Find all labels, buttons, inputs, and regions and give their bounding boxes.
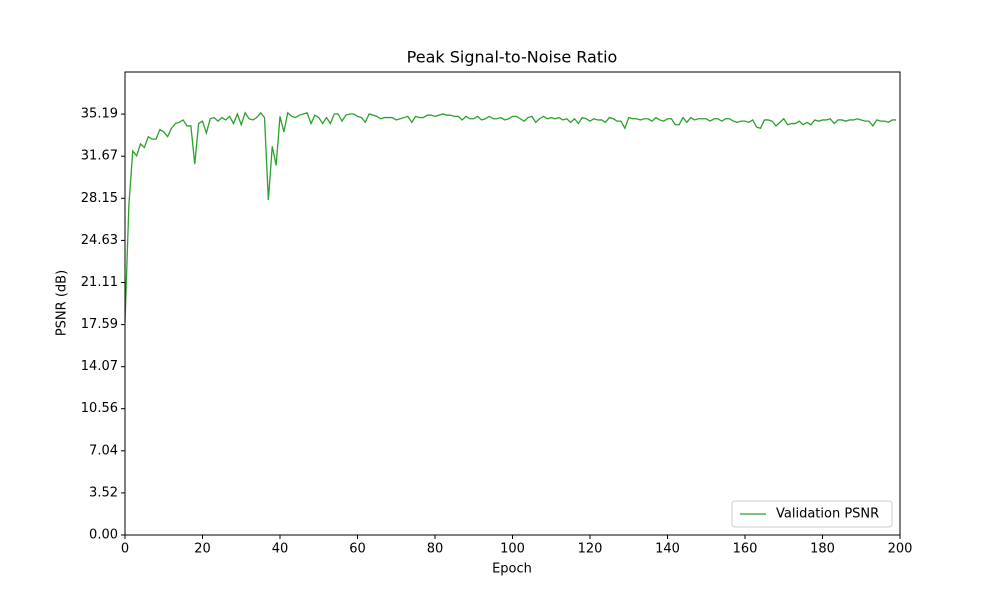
x-tick-label: 40: [272, 542, 289, 557]
x-tick-label: 140: [655, 542, 680, 557]
y-tick-label: 21.11: [81, 275, 118, 290]
y-tick-label: 17.59: [81, 317, 118, 332]
y-tick-label: 14.07: [81, 359, 118, 374]
x-tick-label: 80: [427, 542, 444, 557]
y-tick-label: 3.52: [89, 485, 118, 500]
plot-frame: [124, 71, 901, 536]
x-tick-label: 160: [733, 542, 758, 557]
y-tick-label: 35.19: [81, 107, 118, 122]
data-line: [124, 111, 897, 323]
legend-box: [731, 500, 893, 528]
y-tick-label: 10.56: [81, 401, 118, 416]
x-tick-label: 100: [500, 542, 525, 557]
legend-label: Validation PSNR: [776, 507, 879, 522]
y-tick-label: 28.15: [81, 191, 118, 206]
chart-title: Peak Signal-to-Noise Ratio: [407, 48, 618, 67]
x-tick-label: 180: [810, 542, 835, 557]
y-tick-label: 0.00: [89, 528, 118, 543]
x-tick-label: 20: [194, 542, 211, 557]
x-tick-label: 60: [349, 542, 366, 557]
x-tick-label: 200: [888, 542, 913, 557]
y-tick-label: 31.67: [81, 149, 118, 164]
y-tick-label: 24.63: [81, 233, 118, 248]
x-tick-label: 0: [121, 542, 129, 557]
y-tick-label: 7.04: [89, 443, 118, 458]
x-tick-label: 120: [578, 542, 603, 557]
y-axis-label: PSNR (dB): [55, 270, 70, 336]
x-axis-label: Epoch: [492, 562, 532, 577]
